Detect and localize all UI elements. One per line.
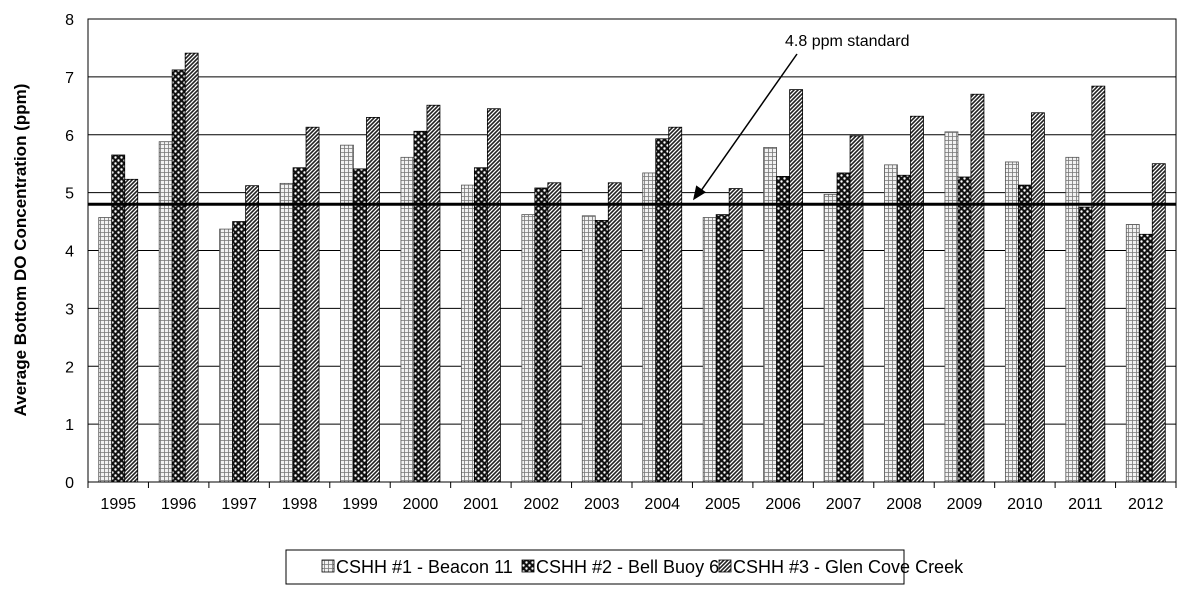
legend-items: CSHH #1 - Beacon 11 CSHH #2 - Bell Buoy 6…: [321, 557, 964, 577]
x-tick-label: 2004: [644, 496, 680, 513]
bar-series-3: [1091, 85, 1106, 483]
x-tick-label: 2001: [463, 496, 499, 513]
legend-label: CSHH #1 - Beacon 11: [336, 557, 513, 577]
bar-series-2: [836, 172, 851, 483]
y-tick-label: 4: [65, 244, 74, 261]
bar-series-3: [970, 93, 985, 483]
y-tick-label: 6: [65, 128, 74, 145]
bar-series-1: [642, 172, 657, 483]
y-tick-labels: 0 1 2 3 4 5 6 7 8: [65, 12, 74, 492]
x-tick-label: 1995: [100, 496, 136, 513]
x-tick-label: 2010: [1007, 496, 1043, 513]
bar-series-1: [884, 164, 898, 483]
bar-series-3: [184, 52, 199, 483]
bar-series-3: [245, 185, 260, 483]
legend-label: CSHH #3 - Glen Cove Creek: [733, 557, 964, 577]
x-tick-label: 2007: [826, 496, 862, 513]
bar-series-1: [763, 147, 778, 483]
bar-series-1: [1004, 161, 1019, 483]
bar-series-1: [219, 228, 234, 483]
y-tick-label: 7: [65, 70, 74, 87]
bar-series-3: [124, 178, 139, 483]
y-axis-title: Average Bottom DO Concentration (ppm): [11, 84, 30, 417]
bar-series-2: [1138, 233, 1153, 483]
bar-series-3: [486, 108, 501, 483]
bar-series-2: [413, 130, 428, 483]
bar-series-3: [1030, 112, 1045, 483]
reference-arrowhead: [693, 185, 707, 201]
bar-series-2: [957, 176, 972, 483]
y-tick-label: 8: [65, 12, 74, 29]
bar-series-2: [473, 167, 488, 483]
legend-swatch: [321, 559, 335, 573]
bar-series-1: [400, 156, 415, 483]
y-tick-label: 5: [65, 186, 74, 203]
bar-series-1: [581, 215, 596, 483]
bar-series-1: [460, 184, 475, 483]
bar-series-2: [715, 214, 730, 483]
x-tick-label: 2000: [403, 496, 439, 513]
y-tick-label: 1: [65, 417, 74, 434]
bar-series-2: [655, 138, 670, 483]
y-tick-label: 0: [65, 475, 74, 492]
x-tick-label: 2011: [1068, 496, 1103, 513]
bar-series-2: [534, 187, 549, 483]
bar-series-3: [789, 89, 804, 483]
bar-series-1: [521, 214, 536, 483]
reference-arrow: [699, 53, 798, 193]
bar-series-3: [426, 104, 441, 483]
bar-series-3: [849, 135, 864, 483]
bar-series-1: [98, 217, 113, 483]
bar-series-3: [547, 182, 562, 483]
x-tick-label: 2009: [947, 496, 983, 513]
bar-series-1: [1125, 224, 1140, 483]
bar-series-2: [171, 69, 186, 483]
bar-series-1: [702, 217, 717, 483]
bar-series-2: [776, 176, 791, 483]
x-tick-label: 1998: [282, 496, 318, 513]
x-tick-label: 2003: [584, 496, 620, 513]
legend-swatch: [521, 559, 535, 573]
bar-series-3: [305, 126, 320, 483]
legend-box: [285, 549, 905, 585]
reference-line-label: 4.8 ppm standard: [785, 33, 910, 50]
bar-series-1: [340, 144, 354, 483]
bar-series-1: [1065, 156, 1080, 483]
bar-series-1: [279, 182, 294, 483]
bar-series-2: [292, 167, 307, 483]
legend-label: CSHH #2 - Bell Buoy 6: [536, 557, 719, 577]
bar-series-3: [607, 182, 622, 483]
bar-series-3: [366, 116, 380, 483]
bar-series-2: [232, 221, 247, 483]
bar-series-3: [1151, 163, 1166, 483]
bar-series-2: [1017, 184, 1032, 483]
bar-series-2: [594, 220, 609, 483]
x-tick-label: 1997: [221, 496, 257, 513]
bar-series-3: [668, 126, 683, 483]
x-tick-label: 2008: [886, 496, 922, 513]
legend-swatch: [718, 559, 732, 573]
bars: [98, 52, 1166, 483]
bar-series-3: [728, 188, 743, 483]
x-tick-label: 2012: [1128, 496, 1164, 513]
bar-series-2: [353, 168, 367, 483]
x-tick-label: 2002: [524, 496, 560, 513]
x-tick-label: 1996: [161, 496, 197, 513]
y-tick-label: 3: [65, 301, 74, 318]
y-tick-label: 2: [65, 359, 74, 376]
bar-series-1: [158, 141, 173, 483]
legend: CSHH #1 - Beacon 11 CSHH #2 - Bell Buoy 6…: [285, 549, 964, 585]
x-tick-label: 2005: [705, 496, 741, 513]
bar-series-1: [944, 131, 959, 483]
x-tick-labels: 1995 1996 1997 1998 1999 2000 2001 2002 2003 2004…: [87, 482, 1177, 513]
x-tick-label: 1999: [342, 496, 378, 513]
bar-series-2: [1078, 206, 1093, 483]
bar-series-1: [823, 193, 838, 483]
bar-series-2: [897, 174, 911, 483]
x-tick-label: 2006: [765, 496, 801, 513]
bar-series-3: [910, 115, 924, 483]
